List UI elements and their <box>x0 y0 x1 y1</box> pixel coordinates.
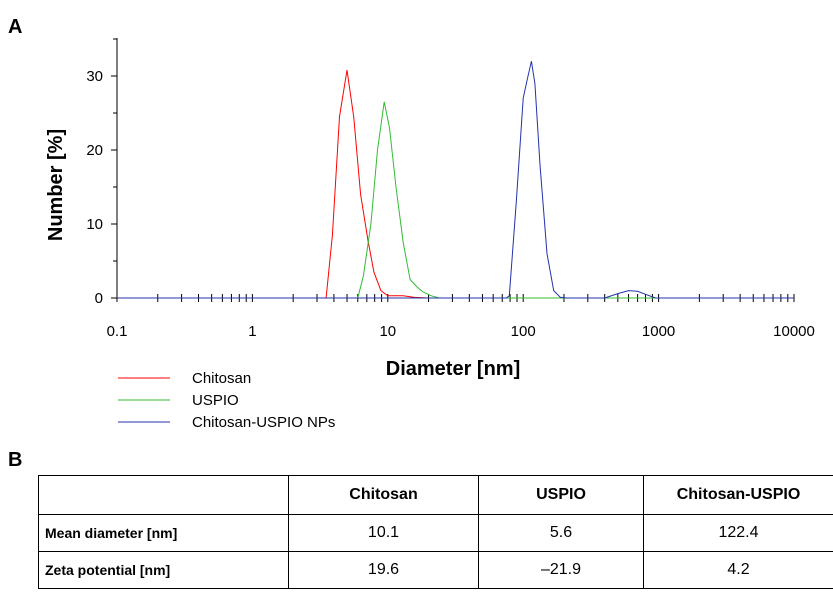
y-axis-ticks: 0 10 20 30 <box>86 38 117 307</box>
row-label-mean-diameter: Mean diameter [nm] <box>38 514 289 552</box>
table-header-chitosan-uspio: Chitosan-USPIO <box>643 475 833 515</box>
series-line-3 <box>117 61 794 299</box>
legend-label: Chitosan-USPIO NPs <box>192 414 335 431</box>
x-tick-label: 10 <box>379 323 396 340</box>
table-cell: 10.1 <box>288 514 479 552</box>
legend-label: USPIO <box>192 392 239 409</box>
x-axis-ticks: 0.1 1 10 100 1000 10000 <box>107 294 815 340</box>
y-axis-title: Number [%] <box>45 129 67 241</box>
row-label-zeta-potential: Zeta potential [nm] <box>38 551 289 589</box>
x-tick-label: 0.1 <box>107 323 128 340</box>
y-tick-label: 0 <box>95 290 103 307</box>
table-header-empty <box>38 475 289 515</box>
series-line-2 <box>117 101 794 299</box>
panel-b-label: B <box>8 449 22 470</box>
panel-a-label: A <box>8 16 22 38</box>
table-cell: 122.4 <box>643 514 833 552</box>
x-tick-label: 1 <box>248 323 256 340</box>
table-cell: –21.9 <box>478 551 644 589</box>
summary-table: Chitosan USPIO Chitosan-USPIO Mean diame… <box>38 475 833 589</box>
y-tick-label: 30 <box>86 68 103 85</box>
table-header-chitosan: Chitosan <box>288 475 479 515</box>
legend-label: Chitosan <box>192 370 251 387</box>
legend: Chitosan USPIO Chitosan-USPIO NPs <box>118 370 335 431</box>
table-row: Zeta potential [nm] 19.6 –21.9 4.2 <box>38 551 833 589</box>
y-tick-label: 20 <box>86 142 103 159</box>
x-tick-label: 10000 <box>773 323 815 340</box>
table-header-row: Chitosan USPIO Chitosan-USPIO <box>38 475 833 515</box>
series-line-1 <box>117 70 794 299</box>
x-tick-label: 1000 <box>642 323 675 340</box>
table-cell: 19.6 <box>288 551 479 589</box>
table-header-uspio: USPIO <box>478 475 644 515</box>
y-tick-label: 10 <box>86 216 103 233</box>
table-cell: 4.2 <box>643 551 833 589</box>
x-axis-title: Diameter [nm] <box>386 358 520 380</box>
chart: A B 0 10 20 30 0.1 1 10 100 1000 10000 Number [%… <box>8 16 815 470</box>
x-tick-label: 100 <box>511 323 536 340</box>
table-row: Mean diameter [nm] 10.1 5.6 122.4 <box>38 514 833 552</box>
table-cell: 5.6 <box>478 514 644 552</box>
series-lines <box>117 61 794 299</box>
